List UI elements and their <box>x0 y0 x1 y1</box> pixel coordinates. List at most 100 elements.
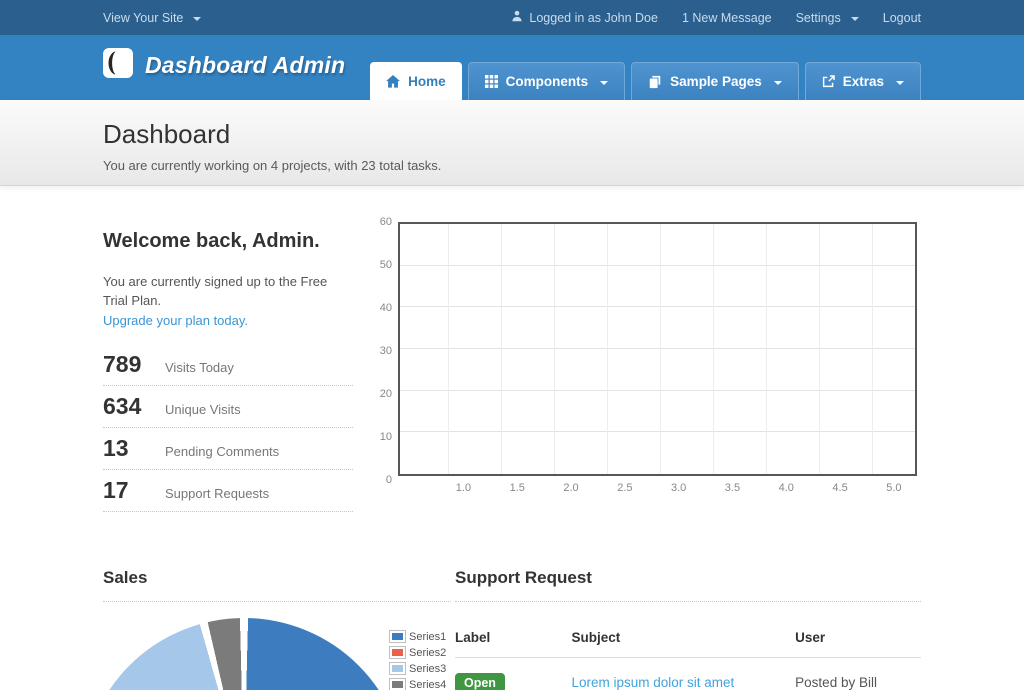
stat-value: 789 <box>103 350 142 377</box>
x-tick-label: 2.0 <box>563 482 579 494</box>
x-tick-label: 2.5 <box>617 482 633 494</box>
settings-label: Settings <box>795 10 841 25</box>
tab-label: Sample Pages <box>670 74 762 89</box>
view-your-site-link[interactable]: View Your Site <box>103 10 202 25</box>
gridline <box>447 224 449 474</box>
bar-plot <box>398 222 917 476</box>
divider <box>103 600 451 602</box>
caret-down-icon <box>193 16 202 21</box>
x-tick-label: 1.5 <box>509 482 525 494</box>
y-tick-label: 20 <box>379 388 392 400</box>
col-header-subject: Subject <box>571 619 796 658</box>
settings-menu[interactable]: Settings <box>796 11 859 25</box>
bar-groups <box>400 224 915 474</box>
x-tick-label: 4.0 <box>778 482 794 494</box>
legend-item: Series1 <box>389 630 447 644</box>
stat-label: Pending Comments <box>165 443 280 459</box>
tab-home[interactable]: Home <box>370 62 462 100</box>
x-tick-label: 1.0 <box>455 482 472 494</box>
stat-row: 634 Unique Visits <box>103 386 353 428</box>
tab-label: Extras <box>842 74 884 89</box>
new-message-link[interactable]: 1 New Message <box>682 11 772 25</box>
tab-sample-pages[interactable]: Sample Pages <box>631 62 799 100</box>
person-icon <box>511 10 523 25</box>
navbar: Dashboard Admin Home Components Sample Pag… <box>0 35 1024 100</box>
gridline <box>400 348 915 349</box>
x-tick-label: 4.5 <box>832 482 848 494</box>
visits-bar-chart: 0 10 20 30 40 50 60 1.0 1.5 2.0 2.5 3.0 3.5 4.0 4.5 5.… <box>379 216 921 512</box>
brand-title: Dashboard Admin <box>145 52 346 78</box>
page-subtitle: You are currently working on 4 projects,… <box>103 158 442 173</box>
legend-item: Series4 <box>389 678 447 690</box>
stat-label: Support Requests <box>165 485 270 501</box>
nav-tabs: Home Components Sample Pages Extras <box>370 62 921 100</box>
page-header: Dashboard You are currently working on 4… <box>0 100 1024 186</box>
gridline <box>500 224 502 474</box>
legend-item: Series2 <box>389 646 447 660</box>
legend-swatch <box>389 646 406 660</box>
support-panel: Support Request Label Subject User Open Lor… <box>455 568 921 690</box>
upgrade-plan-link[interactable]: Upgrade your plan today. <box>103 312 249 328</box>
tab-extras[interactable]: Extras <box>804 62 921 100</box>
stats-list: 789 Visits Today 634 Unique Visits 13 Pending… <box>103 344 353 512</box>
col-header-user: User <box>795 619 921 658</box>
bar-chart-y-axis: 0 10 20 30 40 50 60 <box>379 216 395 486</box>
view-your-site-label: View Your Site <box>103 10 184 25</box>
y-tick-label: 10 <box>379 431 392 443</box>
welcome-heading: Welcome back, Admin. <box>103 230 320 252</box>
gridline <box>712 224 714 474</box>
main-content: Welcome back, Admin. You are currently s… <box>82 216 921 690</box>
stat-value: 13 <box>103 434 129 461</box>
welcome-message: You are currently signed up to the Free … <box>103 274 328 308</box>
support-heading: Support Request <box>455 567 592 587</box>
gridline <box>818 224 820 474</box>
brand-logo-icon <box>103 48 133 83</box>
stat-row: 13 Pending Comments <box>103 428 353 470</box>
welcome-panel: Welcome back, Admin. You are currently s… <box>103 222 381 512</box>
tab-label: Components <box>505 74 589 89</box>
y-tick-label: 30 <box>379 345 392 357</box>
y-tick-label: 50 <box>379 259 392 271</box>
subject-link[interactable]: Lorem ipsum dolor sit amet <box>571 675 735 690</box>
stat-row: 789 Visits Today <box>103 344 353 386</box>
stat-label: Unique Visits <box>165 401 241 417</box>
gridline <box>659 224 661 474</box>
label-cell: Open <box>455 657 572 690</box>
divider <box>455 600 921 602</box>
support-table-body: Open Lorem ipsum dolor sit amet Posted by … <box>455 657 921 690</box>
legend-swatch <box>389 678 406 690</box>
table-row: Open Lorem ipsum dolor sit amet Posted by … <box>455 657 921 690</box>
brand-link[interactable]: Dashboard Admin <box>103 48 345 83</box>
legend-label: Series4 <box>409 678 447 690</box>
tab-label: Home <box>408 73 446 89</box>
topbar: View Your Site Logged in as John Doe 1 N… <box>0 0 1024 35</box>
caret-down-icon <box>773 80 782 85</box>
grid-icon <box>484 75 498 88</box>
tab-components[interactable]: Components <box>467 62 626 100</box>
sales-pie-chart <box>82 617 406 690</box>
logged-in-link[interactable]: Logged in as John Doe <box>511 10 658 25</box>
bar-chart-x-axis: 1.0 1.5 2.0 2.5 3.0 3.5 4.0 4.5 5.0 <box>415 482 938 498</box>
subject-cell: Lorem ipsum dolor sit amet <box>571 657 796 690</box>
status-badge: Open <box>455 672 505 690</box>
x-tick-label: 3.0 <box>670 482 687 494</box>
y-tick-label: 60 <box>379 216 392 228</box>
page-title: Dashboard <box>103 119 231 149</box>
pages-icon <box>648 75 662 89</box>
legend-label: Series2 <box>409 646 447 659</box>
gridline <box>400 389 915 391</box>
stat-value: 17 <box>103 476 129 503</box>
pie-legend: Series1 Series2 Series3 Series4 <box>389 630 447 690</box>
legend-label: Series1 <box>409 630 447 643</box>
gridline <box>871 224 873 474</box>
sales-panel: Sales Series1 Series2 Series3 Series4 <box>82 568 451 690</box>
legend-label: Series3 <box>409 662 447 675</box>
stat-label: Visits Today <box>165 359 234 375</box>
x-tick-label: 5.0 <box>886 482 902 494</box>
logout-link[interactable]: Logout <box>883 11 921 25</box>
home-icon <box>386 74 401 88</box>
logout-label: Logout <box>882 10 921 25</box>
y-tick-label: 40 <box>379 302 392 314</box>
stat-value: 634 <box>103 392 142 419</box>
caret-down-icon <box>850 16 859 21</box>
